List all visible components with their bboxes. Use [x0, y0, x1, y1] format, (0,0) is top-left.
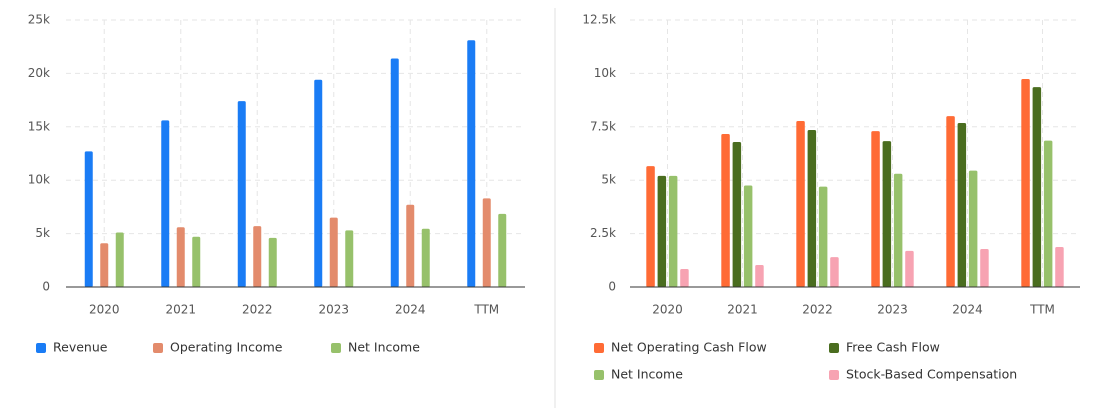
y-tick-label: 12.5k	[582, 13, 616, 27]
bar	[646, 166, 655, 287]
bar	[807, 130, 817, 287]
bar	[755, 264, 764, 287]
legend-label: Stock-Based Compensation	[846, 367, 1017, 382]
bar	[968, 170, 978, 287]
bar	[657, 175, 667, 287]
legend-label: Revenue	[53, 340, 108, 355]
bar	[176, 227, 185, 287]
bar	[732, 141, 742, 287]
bar	[882, 141, 892, 287]
bar	[498, 213, 507, 287]
legend-swatch	[153, 343, 163, 353]
bar	[721, 134, 730, 287]
bar	[192, 236, 201, 287]
bar	[668, 175, 678, 287]
bar	[830, 257, 839, 287]
bar	[818, 186, 828, 287]
legend-label: Net Income	[348, 340, 420, 355]
bar	[680, 269, 689, 287]
bar	[946, 116, 955, 288]
x-tick-label: 2020	[652, 303, 683, 317]
bar	[329, 217, 338, 287]
bar	[100, 243, 109, 287]
bar	[743, 185, 753, 287]
x-tick-label: 2024	[952, 303, 983, 317]
bar	[905, 250, 914, 287]
y-tick-label: 15k	[28, 119, 50, 133]
bar	[84, 151, 93, 287]
x-tick-label: 2022	[242, 303, 273, 317]
x-tick-label: 2022	[802, 303, 833, 317]
bar	[893, 173, 903, 287]
bar	[482, 198, 491, 287]
y-tick-label: 7.5k	[590, 119, 616, 133]
legend-swatch	[594, 343, 604, 353]
y-tick-label: 5k	[35, 226, 50, 240]
y-tick-label: 2.5k	[590, 226, 616, 240]
bar	[161, 120, 170, 287]
legend-label: Operating Income	[170, 340, 283, 355]
bar	[1043, 140, 1053, 287]
x-tick-label: 2020	[89, 303, 120, 317]
bar	[345, 230, 354, 287]
y-tick-label: 20k	[28, 66, 50, 80]
x-tick-label: TTM	[473, 303, 499, 317]
legend-label: Net Income	[611, 367, 683, 382]
legend-label: Free Cash Flow	[846, 340, 940, 355]
bar	[467, 40, 476, 288]
x-tick-label: TTM	[1029, 303, 1055, 317]
bar	[957, 122, 967, 287]
y-tick-label: 0	[608, 280, 616, 294]
x-tick-label: 2021	[165, 303, 196, 317]
bar	[253, 226, 262, 287]
bar	[871, 131, 880, 287]
legend-swatch	[829, 370, 839, 380]
x-tick-label: 2024	[395, 303, 426, 317]
y-tick-label: 10k	[28, 173, 50, 187]
bar	[406, 204, 415, 287]
y-tick-label: 25k	[28, 13, 50, 27]
bar	[314, 79, 323, 287]
legend-swatch	[594, 370, 604, 380]
legend-label: Net Operating Cash Flow	[611, 340, 767, 355]
bar	[268, 237, 277, 287]
legend-swatch	[331, 343, 341, 353]
bar	[421, 228, 430, 287]
legend-swatch	[36, 343, 46, 353]
y-tick-label: 5k	[601, 173, 616, 187]
bar	[796, 121, 805, 287]
x-tick-label: 2021	[727, 303, 758, 317]
bar	[980, 248, 989, 287]
bar	[237, 101, 246, 287]
x-tick-label: 2023	[877, 303, 908, 317]
bar	[390, 58, 399, 288]
bar	[1032, 87, 1042, 287]
y-tick-label: 10k	[594, 66, 616, 80]
y-tick-label: 0	[42, 280, 50, 294]
bar	[1021, 78, 1030, 287]
bar	[1055, 247, 1064, 287]
x-tick-label: 2023	[318, 303, 349, 317]
bar	[115, 232, 124, 287]
legend-swatch	[829, 343, 839, 353]
